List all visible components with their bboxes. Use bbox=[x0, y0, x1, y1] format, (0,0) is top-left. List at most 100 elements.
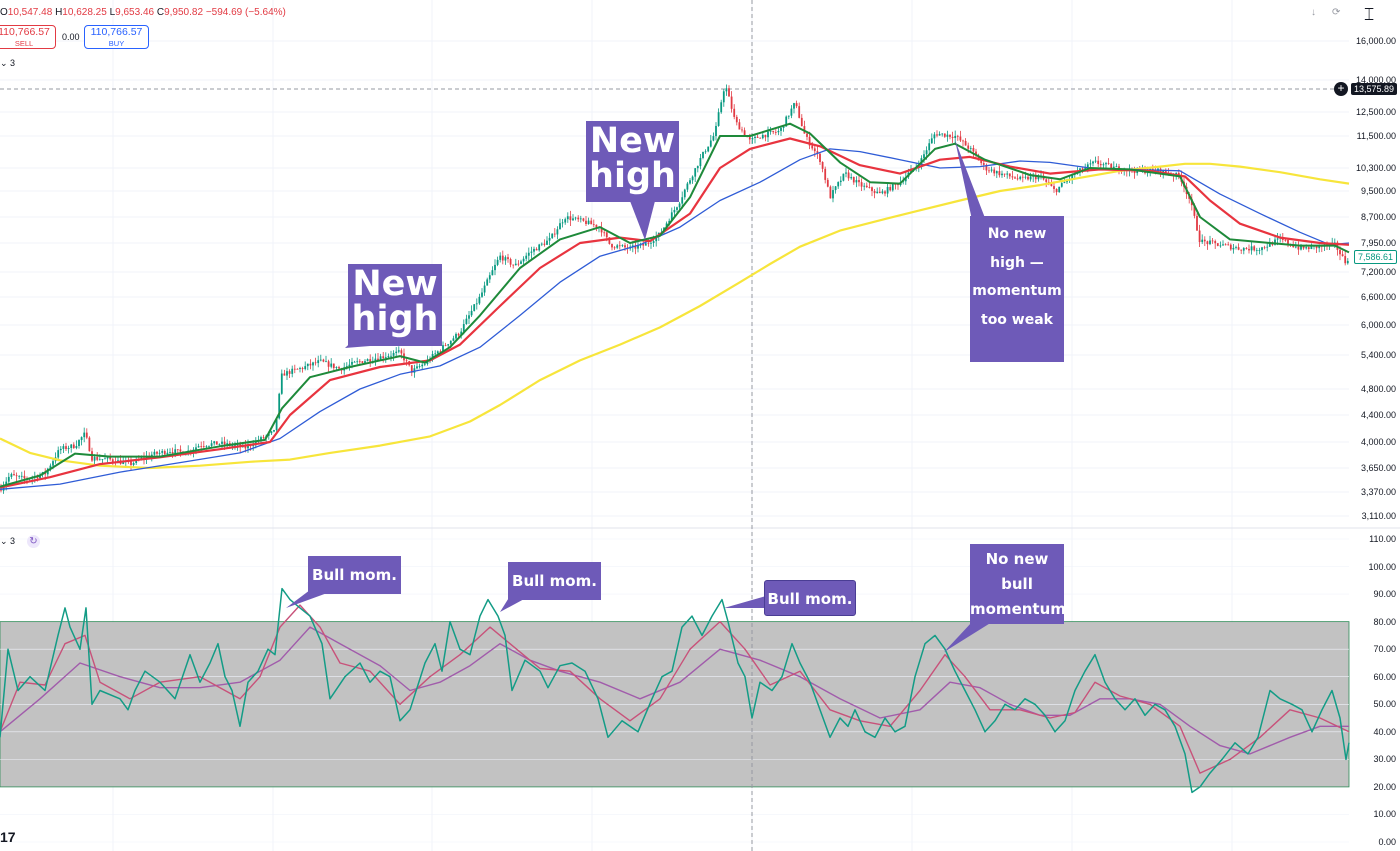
candle-body bbox=[1341, 254, 1344, 257]
candle-body bbox=[327, 361, 330, 367]
main-pane-indicator-count[interactable]: ⌄ 3 bbox=[0, 58, 16, 68]
candle-body bbox=[538, 244, 541, 251]
candle-body bbox=[405, 360, 408, 362]
candle-body bbox=[811, 145, 814, 149]
candle-body bbox=[62, 446, 65, 449]
candle-body bbox=[621, 245, 624, 247]
candle-body bbox=[293, 368, 296, 370]
candle-body bbox=[855, 180, 858, 183]
candle-body bbox=[288, 371, 291, 374]
candle-body bbox=[1248, 248, 1250, 251]
candle-body bbox=[668, 220, 671, 224]
candle-body bbox=[226, 443, 229, 445]
candle-body bbox=[925, 150, 928, 155]
spread-value: 0.00 bbox=[62, 32, 80, 42]
osc-pane-indicator-count[interactable]: ⌄ 3 bbox=[0, 536, 16, 546]
candle-body bbox=[759, 137, 762, 139]
candle-body bbox=[514, 263, 517, 266]
candle-body bbox=[210, 443, 213, 446]
price-axis-label: 3,650.00 bbox=[1360, 463, 1396, 473]
refresh-icon[interactable]: ↻ bbox=[27, 535, 40, 548]
candle-body bbox=[1021, 176, 1024, 178]
candle-body bbox=[452, 338, 455, 341]
ohlc-legend: O10,547.48 H10,628.25 L9,653.46 C9,950.8… bbox=[0, 7, 286, 18]
candle-body bbox=[790, 108, 793, 116]
candle-body bbox=[101, 458, 104, 460]
open-label: O bbox=[0, 7, 8, 18]
price-axis-label: 6,000.00 bbox=[1360, 320, 1396, 330]
annotation-no-bull-momentum[interactable]: No new bull momentum bbox=[970, 544, 1066, 624]
add-alert-icon[interactable]: + bbox=[1334, 82, 1348, 96]
candle-body bbox=[738, 122, 741, 130]
candle-body bbox=[262, 437, 265, 438]
candle-body bbox=[988, 170, 990, 172]
candle-body bbox=[1203, 239, 1206, 242]
candle-body bbox=[171, 452, 174, 454]
osc-axis-label: 60.00 bbox=[1373, 671, 1396, 682]
candle-body bbox=[655, 236, 658, 242]
candle-body bbox=[1315, 245, 1318, 249]
annotation-new-high-2[interactable]: New high bbox=[586, 121, 679, 202]
candle-body bbox=[946, 134, 949, 137]
candle-body bbox=[202, 446, 205, 447]
candle-body bbox=[1276, 238, 1279, 240]
osc-axis-label: 70.00 bbox=[1373, 644, 1396, 655]
sync-icon[interactable]: ⟳ bbox=[1332, 7, 1341, 18]
change-value: −594.69 (−5.64%) bbox=[205, 7, 286, 18]
candle-body bbox=[75, 446, 78, 449]
candle-body bbox=[894, 184, 897, 185]
candle-body bbox=[301, 368, 304, 370]
osc-axis-label: 10.00 bbox=[1373, 809, 1396, 820]
candle-body bbox=[512, 264, 515, 266]
text-cursor-icon[interactable]: ⌶ bbox=[1364, 5, 1375, 24]
bull-mom-2-pointer bbox=[500, 596, 526, 612]
candle-body bbox=[884, 191, 886, 194]
candle-body bbox=[839, 180, 842, 183]
annotation-new-high-1[interactable]: New high bbox=[348, 264, 442, 346]
candle-body bbox=[111, 459, 114, 462]
candle-body bbox=[522, 258, 525, 262]
candle-body bbox=[837, 182, 840, 187]
candle-body bbox=[317, 360, 320, 364]
candle-body bbox=[647, 243, 650, 245]
candle-body bbox=[1318, 245, 1321, 249]
candle-body bbox=[481, 292, 483, 297]
open-value: 10,547.48 bbox=[7, 7, 53, 18]
candle-body bbox=[163, 451, 166, 455]
candle-body bbox=[608, 237, 611, 244]
candle-body bbox=[1240, 249, 1243, 251]
candle-body bbox=[1266, 246, 1269, 248]
candle-body bbox=[962, 140, 964, 142]
candle-body bbox=[1105, 163, 1107, 165]
osc-axis-label: 20.00 bbox=[1373, 781, 1396, 792]
candle-body bbox=[611, 243, 613, 248]
annotation-bull-mom-1[interactable]: Bull mom. bbox=[308, 556, 401, 594]
arrow-down-icon[interactable]: ↓ bbox=[1311, 7, 1316, 18]
candle-body bbox=[616, 245, 619, 248]
annotation-no-new-high[interactable]: No new high — momentum too weak bbox=[970, 216, 1064, 362]
candle-body bbox=[106, 457, 109, 459]
candle-body bbox=[475, 303, 478, 305]
candle-body bbox=[733, 108, 736, 117]
candle-body bbox=[1263, 247, 1266, 249]
candle-body bbox=[889, 186, 892, 191]
candle-body bbox=[280, 373, 283, 394]
candle-body bbox=[283, 373, 286, 376]
candle-body bbox=[725, 88, 728, 92]
sell-button[interactable]: 110,766.57 SELL bbox=[0, 25, 56, 49]
candle-body bbox=[1162, 170, 1165, 174]
candle-body bbox=[1001, 173, 1003, 176]
annotation-bull-mom-3[interactable]: Bull mom. bbox=[764, 580, 856, 616]
candle-body bbox=[78, 440, 80, 447]
annotation-bull-mom-2[interactable]: Bull mom. bbox=[508, 562, 601, 600]
candle-body bbox=[462, 324, 465, 332]
buy-button[interactable]: 110,766.57 BUY bbox=[84, 25, 149, 49]
candle-body bbox=[1024, 176, 1027, 178]
candle-body bbox=[291, 368, 294, 374]
candle-body bbox=[436, 351, 439, 354]
candle-body bbox=[221, 441, 223, 444]
osc-axis-label: 80.00 bbox=[1373, 616, 1396, 627]
tradingview-logo[interactable]: 17 bbox=[0, 829, 16, 845]
candle-body bbox=[577, 217, 580, 220]
